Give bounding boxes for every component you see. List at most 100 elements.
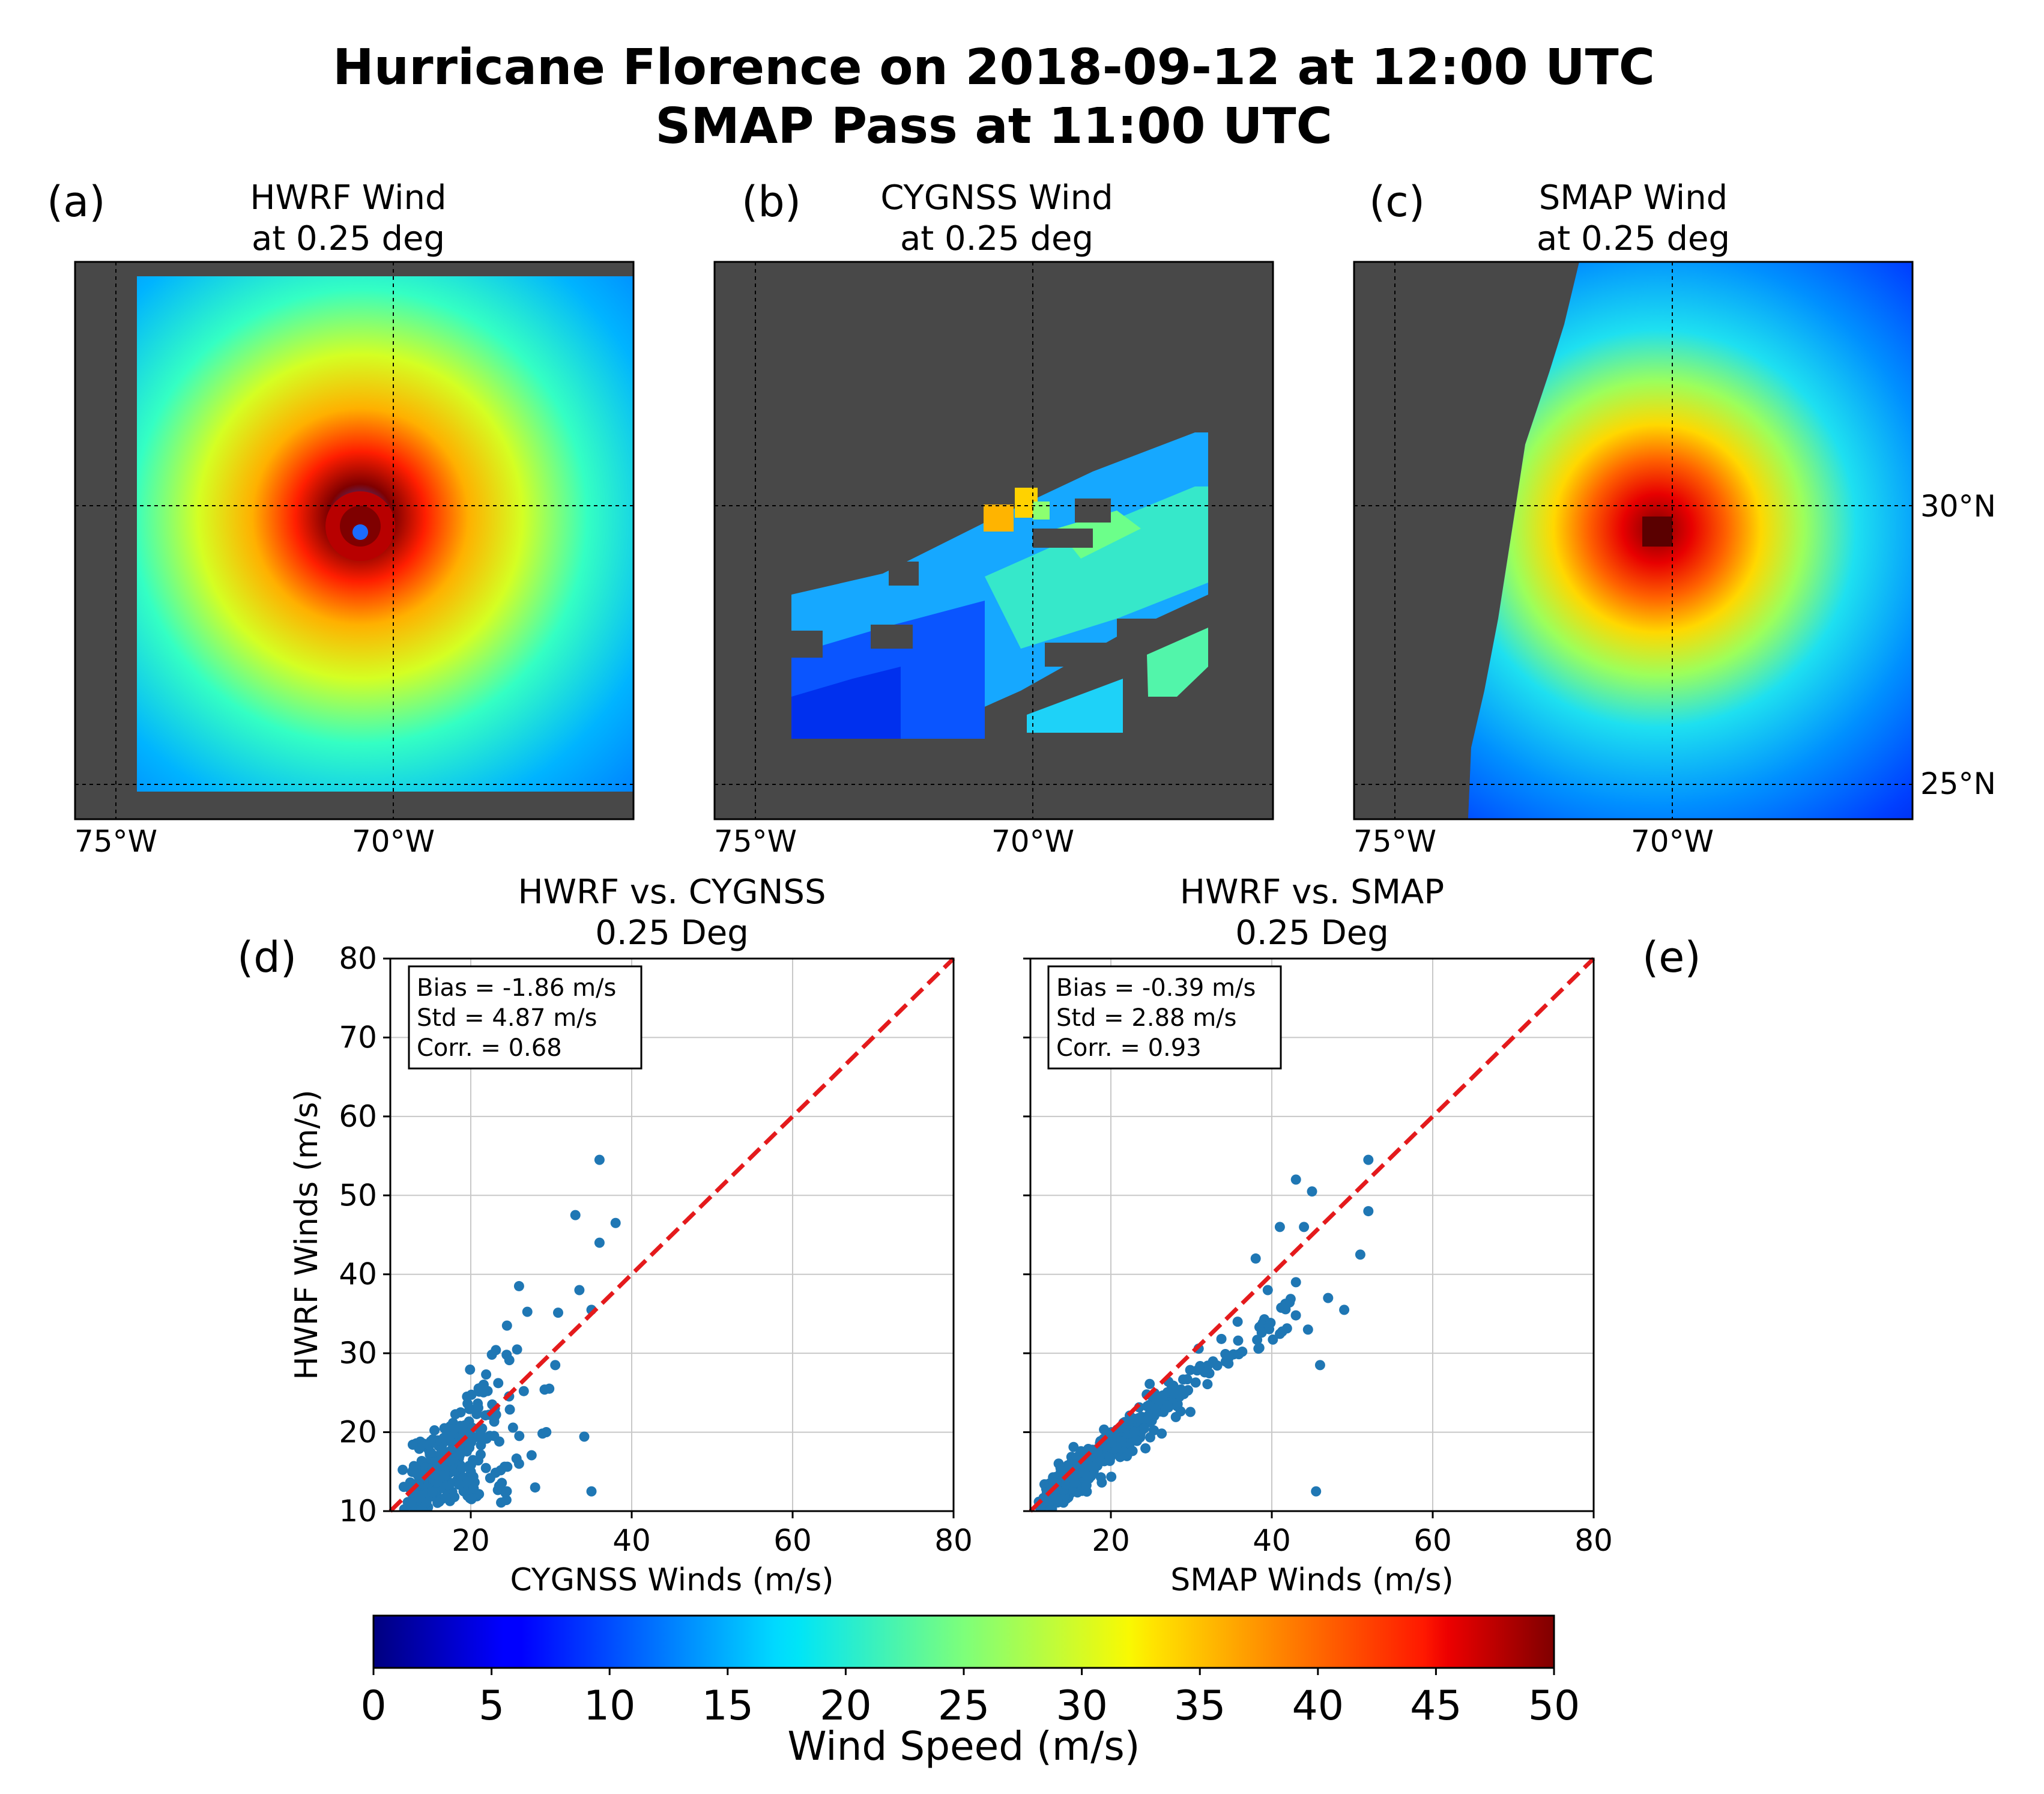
scatter-panel-cygnss: (d) HWRF vs. CYGNSS 0.25 Deg 20 40 60 80 10 2… — [237, 873, 973, 1598]
y-axis-label: HWRF Winds (m/s) — [289, 1089, 325, 1380]
scatter-point — [1323, 1292, 1334, 1303]
scatter-point — [478, 1387, 489, 1398]
scatter-point — [1307, 1186, 1317, 1197]
y-tick-label: 60 — [339, 1099, 377, 1134]
scatter-point — [1047, 1503, 1057, 1511]
map-tick-lon70: 70°W — [991, 824, 1074, 859]
scatter-point — [507, 1422, 518, 1433]
scatter-point — [530, 1482, 540, 1493]
y-tick-label: 40 — [339, 1257, 377, 1292]
scatter-point — [1105, 1437, 1116, 1448]
y-tick-label: 80 — [339, 941, 377, 976]
scatter-title-smap-line1: HWRF vs. SMAP — [1180, 873, 1444, 912]
map-title-hwrf-line1: HWRF Wind — [250, 178, 446, 217]
stats-bias: Bias = -0.39 m/s — [1056, 974, 1256, 1002]
scatter-point — [466, 1494, 477, 1505]
colorbar-label: Wind Speed (m/s) — [787, 1723, 1140, 1769]
colorbar-tick-label: 25 — [938, 1682, 990, 1730]
scatter-point — [1290, 1310, 1301, 1321]
x-axis-label: CYGNSS Winds (m/s) — [510, 1562, 833, 1598]
stats-box — [408, 965, 643, 1070]
scatter-point — [1199, 1367, 1210, 1378]
panel-label-d: (d) — [237, 933, 297, 982]
scatter-point — [526, 1450, 537, 1461]
stats-box — [1047, 965, 1282, 1070]
scatter-point — [1262, 1285, 1273, 1295]
colorbar-tick-label: 30 — [1056, 1682, 1108, 1730]
colorbar-tick-label: 50 — [1528, 1682, 1580, 1730]
scatter-point — [1275, 1329, 1286, 1339]
panel-label-b: (b) — [742, 177, 801, 226]
scatter-point — [1116, 1436, 1127, 1447]
scatter-point — [594, 1237, 605, 1248]
scatter-title-cygnss-line1: HWRF vs. CYGNSS — [518, 873, 826, 912]
stats-std: Std = 2.88 m/s — [1056, 1004, 1236, 1032]
scatter-point — [544, 1383, 555, 1394]
scatter-point — [514, 1431, 525, 1441]
scatter-point — [1092, 1447, 1103, 1458]
panel-label-a: (a) — [47, 177, 106, 226]
map-title-smap-line1: SMAP Wind — [1539, 178, 1728, 217]
x-axis-label: SMAP Winds (m/s) — [1170, 1562, 1453, 1598]
scatter-point — [1143, 1410, 1154, 1420]
scatter-point — [398, 1482, 409, 1492]
x-tick-label: 20 — [1092, 1523, 1130, 1558]
map-tick-lat25: 25°N — [1920, 766, 1996, 801]
scatter-point — [610, 1217, 621, 1228]
scatter-point — [427, 1486, 438, 1497]
scatter-point — [522, 1306, 533, 1317]
scatter-point — [1233, 1335, 1244, 1346]
scatter-point — [1302, 1324, 1313, 1335]
scatter-point — [1216, 1333, 1227, 1344]
figure-title-line1: Hurricane Florence on 2018-09-12 at 12:0… — [333, 39, 1655, 96]
scatter-point — [1252, 1335, 1263, 1345]
scatter-point — [1132, 1435, 1143, 1446]
scatter-point — [541, 1427, 552, 1438]
scatter-point — [465, 1364, 476, 1375]
scatter-point — [579, 1431, 590, 1442]
scatter-point — [485, 1431, 495, 1441]
map-panel-cygnss: (b) CYGNSS Wind at 0.25 deg — [713, 177, 1274, 859]
one-to-one-line — [1029, 957, 1595, 1513]
map-title-cygnss-line2: at 0.25 deg — [900, 219, 1093, 258]
scatter-point — [458, 1428, 469, 1438]
colorbar-tick-label: 10 — [584, 1682, 636, 1730]
scatter-point — [466, 1389, 477, 1400]
map-title-cygnss-line1: CYGNSS Wind — [880, 178, 1113, 217]
scatter-point — [494, 1436, 504, 1447]
scatter-point — [550, 1360, 561, 1371]
y-tick-label: 70 — [339, 1020, 377, 1055]
scatter-point — [425, 1447, 436, 1458]
scatter-point — [501, 1495, 512, 1506]
colorbar-gradient — [372, 1614, 1555, 1669]
scatter-point — [1355, 1249, 1365, 1260]
scatter-point — [449, 1423, 459, 1434]
scatter-point — [1232, 1317, 1243, 1327]
scatter-point — [504, 1404, 515, 1415]
scatter-point — [1169, 1389, 1179, 1399]
hwrf-eye — [352, 524, 368, 540]
scatter-point — [1083, 1462, 1093, 1473]
map-tick-lon70: 70°W — [1631, 824, 1714, 859]
scatter-point — [1274, 1222, 1285, 1232]
scatter-point — [1081, 1471, 1092, 1482]
scatter-point — [1202, 1379, 1213, 1390]
scatter-point — [1185, 1365, 1196, 1375]
scatter-point — [438, 1432, 449, 1443]
scatter-point — [1138, 1423, 1149, 1434]
panel-label-e: (e) — [1642, 933, 1701, 982]
x-tick-label: 40 — [1253, 1523, 1291, 1558]
stats-corr: Corr. = 0.68 — [417, 1034, 562, 1062]
scatter-point — [513, 1458, 524, 1469]
colorbar-tick-label: 5 — [479, 1682, 504, 1730]
scatter-point — [456, 1462, 467, 1473]
scatter-point — [431, 1457, 441, 1468]
scatter-point — [586, 1486, 597, 1497]
scatter-point — [1220, 1356, 1231, 1367]
colorbar-tick-label: 35 — [1174, 1682, 1226, 1730]
stats-corr: Corr. = 0.93 — [1056, 1034, 1202, 1062]
scatter-point — [1290, 1174, 1301, 1185]
scatter-point — [501, 1320, 512, 1331]
map-tick-lon75: 75°W — [74, 824, 157, 859]
scatter-point — [1339, 1305, 1350, 1315]
